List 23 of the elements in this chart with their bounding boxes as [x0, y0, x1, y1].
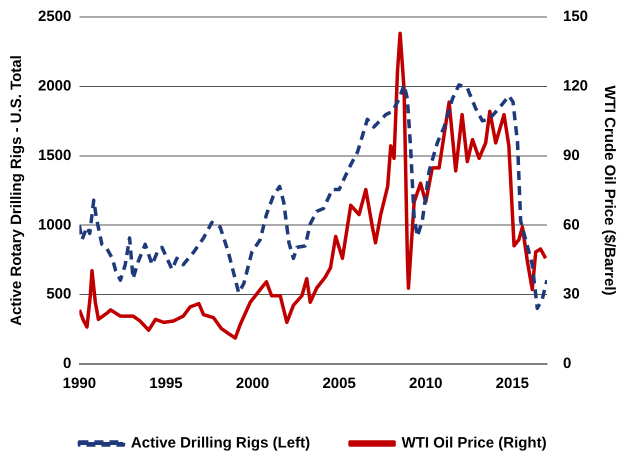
legend-label: WTI Oil Price (Right) [402, 434, 547, 452]
y2-tick-label: 30 [562, 286, 580, 303]
y-axis-title: Active Rotary Drilling Rigs - U.S. Total [8, 55, 26, 326]
y2-axis-title: WTI Crude Oil Price ($/Barrel) [600, 85, 618, 296]
y-tick-label: 2500 [38, 8, 72, 26]
y2-tick-label: 60 [562, 216, 580, 234]
x-tick-label: 1990 [62, 375, 96, 392]
x-tick-label: 2005 [322, 375, 356, 392]
x-tick-label: 1995 [149, 375, 183, 392]
y2-tick-label: 0 [562, 355, 572, 372]
legend-label: Active Drilling Rigs (Left) [130, 434, 310, 452]
y-tick-label: 500 [46, 286, 72, 303]
y-tick-label: 1000 [38, 216, 72, 234]
x-tick-label: 2000 [236, 375, 270, 392]
y2-tick-label: 120 [562, 78, 588, 95]
line-series [79, 83, 547, 310]
y-tick-label: 1500 [38, 146, 72, 164]
y-tick-label: 2000 [38, 78, 72, 95]
y2-tick-label: 90 [562, 146, 580, 164]
y-tick-label: 0 [63, 355, 72, 372]
y2-tick-label: 150 [562, 8, 588, 26]
x-tick-label: 2015 [496, 375, 530, 392]
x-tick-label: 2010 [409, 375, 442, 392]
